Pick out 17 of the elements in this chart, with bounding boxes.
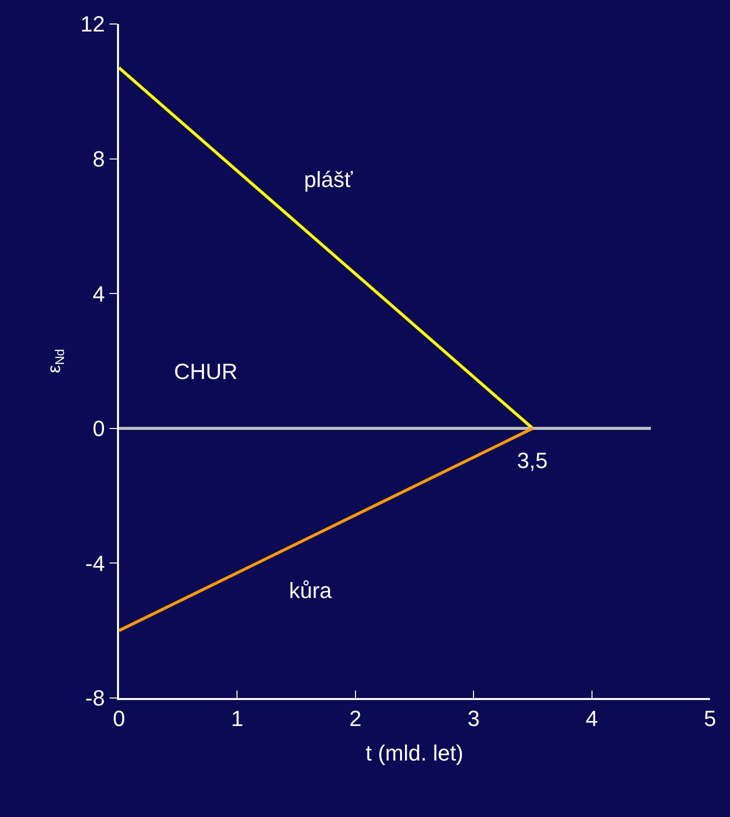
x-tick-label: 5 [704, 706, 716, 732]
y-tick-label: -8 [85, 686, 105, 711]
annotation: 3,5 [517, 448, 548, 473]
y-tick-label: -4 [85, 550, 105, 576]
series-label: kůra [289, 578, 333, 603]
x-tick-label: 2 [349, 706, 362, 732]
x-axis-title: t (mld. let) [366, 740, 464, 766]
text: CHUR [174, 359, 238, 384]
x-tick-label: 4 [586, 706, 598, 732]
y-tick-label: 12 [80, 12, 105, 37]
y-tick-label: 4 [92, 281, 105, 306]
x-tick-label: 3 [467, 706, 480, 732]
x-tick-label: 0 [112, 706, 126, 732]
y-tick-label: 8 [92, 146, 105, 172]
x-tick-label: 1 [231, 706, 244, 732]
y-tick-label: 0 [92, 416, 105, 442]
series-label: plášť [304, 167, 354, 192]
